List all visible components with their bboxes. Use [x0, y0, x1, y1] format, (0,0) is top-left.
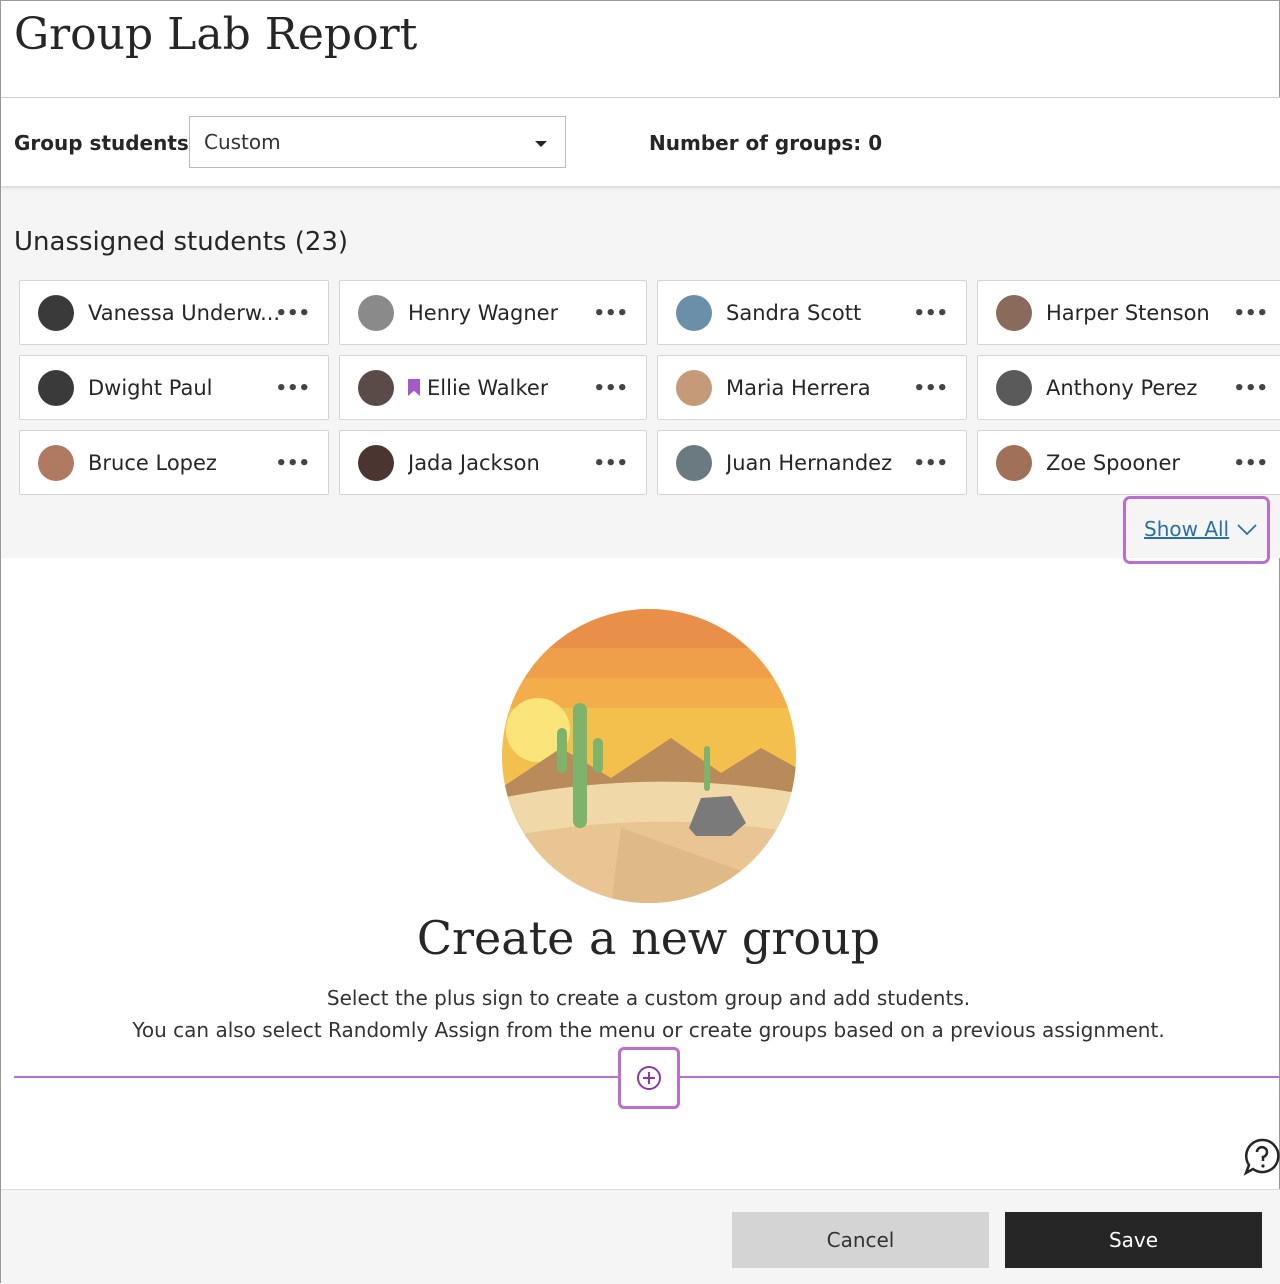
- student-name: Henry Wagner: [408, 301, 558, 325]
- student-name-text: Zoe Spooner: [1046, 450, 1181, 475]
- student-name-text: Bruce Lopez: [88, 450, 217, 475]
- chevron-down-icon: [1237, 524, 1258, 536]
- student-name: Jada Jackson: [408, 451, 540, 475]
- bookmark-icon: [408, 379, 420, 396]
- student-name: Vanessa Underw...: [88, 301, 280, 325]
- avatar: [676, 294, 712, 331]
- student-card[interactable]: Zoe Spooner •••: [977, 430, 1280, 495]
- student-name-text: Anthony Perez: [1046, 375, 1198, 400]
- group-students-select[interactable]: Custom: [189, 116, 566, 168]
- avatar: [996, 294, 1032, 331]
- number-of-groups: Number of groups: 0: [649, 131, 883, 155]
- more-options-icon[interactable]: •••: [275, 378, 310, 399]
- empty-state-line1: Select the plus sign to create a custom …: [326, 986, 971, 1010]
- group-students-label: Group students: [14, 131, 189, 155]
- empty-state-line2: You can also select Randomly Assign from…: [132, 1018, 1165, 1042]
- avatar: [38, 444, 74, 481]
- caret-down-icon: [535, 141, 547, 147]
- show-all-label: Show All: [1144, 517, 1230, 541]
- more-options-icon[interactable]: •••: [275, 453, 310, 474]
- save-button[interactable]: Save: [1005, 1212, 1262, 1268]
- more-options-icon[interactable]: •••: [1233, 453, 1268, 474]
- student-card[interactable]: Henry Wagner •••: [339, 280, 647, 345]
- student-name-text: Jada Jackson: [408, 450, 540, 475]
- more-options-icon[interactable]: •••: [275, 303, 310, 324]
- student-name: Sandra Scott: [726, 301, 861, 325]
- student-name: Maria Herrera: [726, 376, 871, 400]
- student-card[interactable]: Vanessa Underw... •••: [19, 280, 329, 345]
- student-card[interactable]: Jada Jackson •••: [339, 430, 647, 495]
- more-options-icon[interactable]: •••: [593, 453, 628, 474]
- page-title: Group Lab Report: [14, 9, 418, 60]
- more-options-icon[interactable]: •••: [593, 378, 628, 399]
- avatar: [996, 369, 1032, 406]
- cancel-button[interactable]: Cancel: [732, 1212, 989, 1268]
- more-options-icon[interactable]: •••: [913, 303, 948, 324]
- avatar: [676, 444, 712, 481]
- student-name-text: Henry Wagner: [408, 300, 559, 325]
- student-name: Anthony Perez: [1046, 376, 1197, 400]
- avatar: [996, 444, 1032, 481]
- student-name: Dwight Paul: [88, 376, 212, 400]
- desert-illustration: [502, 609, 796, 903]
- more-options-icon[interactable]: •••: [913, 453, 948, 474]
- show-all-button[interactable]: Show All: [1123, 496, 1270, 564]
- plus-circle-icon: [637, 1066, 661, 1090]
- empty-state-heading: Create a new group: [416, 911, 881, 965]
- avatar: [38, 294, 74, 331]
- more-options-icon[interactable]: •••: [913, 378, 948, 399]
- student-name-text: Sandra Scott: [726, 300, 862, 325]
- more-options-icon[interactable]: •••: [1233, 378, 1268, 399]
- avatar: [358, 369, 394, 406]
- student-name-text: Dwight Paul: [88, 375, 213, 400]
- avatar: [38, 369, 74, 406]
- student-name-text: Harper Stenson: [1046, 300, 1210, 325]
- student-card[interactable]: Bruce Lopez •••: [19, 430, 329, 495]
- student-card[interactable]: Dwight Paul •••: [19, 355, 329, 420]
- unassigned-students-title: Unassigned students (23): [14, 227, 349, 257]
- student-name: Harper Stenson: [1046, 301, 1210, 325]
- divider: [1, 97, 1280, 98]
- more-options-icon[interactable]: •••: [1233, 303, 1268, 324]
- more-options-icon[interactable]: •••: [593, 303, 628, 324]
- group-students-value: Custom: [204, 130, 281, 154]
- avatar: [676, 369, 712, 406]
- student-name-text: Ellie Walker: [427, 375, 549, 400]
- student-name-text: Vanessa Underw...: [88, 300, 281, 325]
- student-card[interactable]: Maria Herrera •••: [657, 355, 967, 420]
- student-name-text: Juan Hernandez: [726, 450, 893, 475]
- help-icon[interactable]: [1243, 1138, 1280, 1176]
- student-card[interactable]: Anthony Perez •••: [977, 355, 1280, 420]
- avatar: [358, 444, 394, 481]
- student-name: Juan Hernandez: [726, 451, 892, 475]
- student-name-text: Maria Herrera: [726, 375, 871, 400]
- add-group-button[interactable]: [618, 1047, 680, 1109]
- student-card[interactable]: Juan Hernandez •••: [657, 430, 967, 495]
- student-name: Zoe Spooner: [1046, 451, 1180, 475]
- student-card[interactable]: Sandra Scott •••: [657, 280, 967, 345]
- student-name: Ellie Walker: [408, 376, 548, 400]
- student-card[interactable]: Harper Stenson •••: [977, 280, 1280, 345]
- student-card[interactable]: Ellie Walker •••: [339, 355, 647, 420]
- student-name: Bruce Lopez: [88, 451, 217, 475]
- avatar: [358, 294, 394, 331]
